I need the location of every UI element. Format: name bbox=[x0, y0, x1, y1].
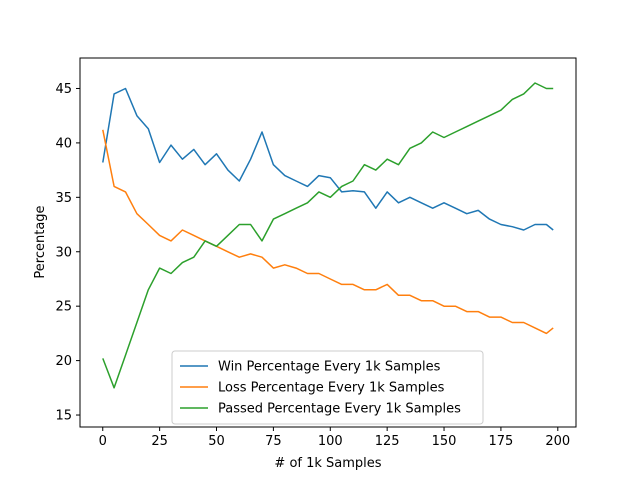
x-tick-label: 100 bbox=[318, 434, 343, 449]
x-tick-label: 25 bbox=[151, 434, 168, 449]
y-tick-label: 40 bbox=[55, 136, 72, 151]
y-tick-label: 25 bbox=[55, 300, 72, 315]
legend-label-3: Passed Percentage Every 1k Samples bbox=[218, 402, 461, 417]
series-lines bbox=[102, 82, 554, 389]
x-tick-label: 200 bbox=[545, 434, 570, 449]
x-tick-label: 175 bbox=[489, 434, 514, 449]
x-axis-label: # of 1k Samples bbox=[274, 456, 381, 471]
x-tick-label: 0 bbox=[99, 434, 107, 449]
series-line-1 bbox=[102, 87, 554, 231]
legend-box bbox=[171, 350, 484, 425]
x-tick-label: 150 bbox=[432, 434, 457, 449]
y-tick-label: 15 bbox=[55, 409, 72, 424]
x-tick-label: 50 bbox=[208, 434, 225, 449]
plot-frame bbox=[79, 57, 577, 428]
y-tick-label: 35 bbox=[55, 191, 72, 206]
legend: Win Percentage Every 1k Samples Loss Perc… bbox=[171, 350, 484, 425]
x-tick-label: 125 bbox=[375, 434, 400, 449]
y-tick-label: 45 bbox=[55, 82, 72, 97]
y-axis-ticks: 15 20 25 30 35 40 45 bbox=[55, 82, 80, 424]
series-line-3 bbox=[102, 82, 554, 389]
x-tick-label: 75 bbox=[265, 434, 282, 449]
x-axis-ticks: 0 25 50 75 100 125 150 175 200 bbox=[99, 427, 570, 449]
y-tick-label: 20 bbox=[55, 354, 72, 369]
legend-label-1: Win Percentage Every 1k Samples bbox=[218, 360, 441, 375]
series-line-2 bbox=[102, 129, 554, 335]
y-axis-label: Percentage bbox=[33, 205, 48, 278]
legend-label-2: Loss Percentage Every 1k Samples bbox=[218, 381, 445, 396]
y-tick-label: 30 bbox=[55, 245, 72, 260]
